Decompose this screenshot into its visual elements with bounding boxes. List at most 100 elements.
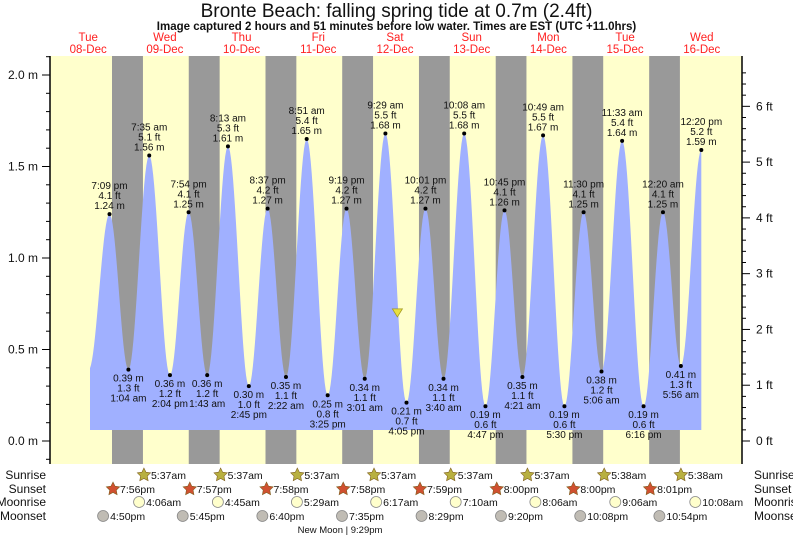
moonset-icon <box>415 510 428 522</box>
moonrise-time: 4:45am <box>225 497 260 509</box>
moonrise-time: 10:08am <box>702 497 743 509</box>
moonset-icon <box>653 510 666 522</box>
low-tide-ft: 1.0 ft <box>238 400 260 411</box>
high-tide-time: 11:33 am <box>602 108 643 119</box>
high-tide-point <box>107 212 112 217</box>
sunset-time: 8:00pm <box>580 484 615 496</box>
moonset-time: 6:40pm <box>269 511 304 523</box>
high-tide-time: 12:20 pm <box>680 117 722 128</box>
sunrise-icon <box>213 467 228 482</box>
moonset-row-label: Moonset <box>0 509 47 523</box>
moonset-icon <box>495 510 507 522</box>
low-tide-ft: 0.6 ft <box>632 420 654 431</box>
moonset-time: 7:35pm <box>349 511 384 523</box>
sunrise-time: 5:38am <box>688 470 723 482</box>
sunrise-time: 5:37am <box>304 470 339 482</box>
sunrise-icon <box>443 467 459 482</box>
high-tide-m: 1.26 m <box>489 197 520 208</box>
moonset-icon <box>176 510 189 522</box>
day-name: Wed <box>153 32 176 44</box>
day-name: Wed <box>690 32 713 44</box>
moonset-time: 9:20pm <box>508 511 543 523</box>
chart-subtitle: Image captured 2 hours and 51 minutes be… <box>156 21 637 33</box>
day-name: Mon <box>537 32 559 44</box>
high-tide-time: 8:51 am <box>289 106 325 117</box>
high-tide-time: 9:29 am <box>367 101 403 112</box>
high-tide-time: 8:37 pm <box>250 176 286 187</box>
low-tide-ft: 1.2 ft <box>196 389 218 400</box>
moonrise-icon <box>689 496 702 508</box>
high-tide-m: 1.25 m <box>173 199 204 210</box>
sunset-time: 7:58pm <box>350 484 385 496</box>
sunrise-time: 5:37am <box>534 470 569 482</box>
moonrise-icon <box>291 496 303 508</box>
day-date: 11-Dec <box>300 44 336 56</box>
high-tide-m: 1.25 m <box>648 199 679 210</box>
moonrise-time: 7:10am <box>463 497 498 509</box>
moonrise-row-label: Moonrise <box>0 495 46 509</box>
sunrise-row-label: Sunrise <box>5 468 46 482</box>
sunrise-icon <box>366 467 382 482</box>
high-tide-point <box>383 131 388 136</box>
high-tide-ft: 5.4 ft <box>611 118 633 129</box>
high-tide-time: 7:54 pm <box>171 179 207 190</box>
low-tide-m: 0.39 m <box>113 374 144 385</box>
moonset-icon <box>336 510 348 522</box>
moonrise-icon <box>133 496 146 508</box>
low-tide-time: 3:25 pm <box>310 419 346 430</box>
low-tide-point <box>483 404 488 409</box>
sunset-time: 7:58pm <box>274 484 309 496</box>
right-tick-label: 5 ft <box>756 155 773 169</box>
sunset-row-label: Sunset <box>9 482 47 496</box>
right-tick-label: 0 ft <box>756 434 773 448</box>
day-name: Fri <box>312 32 325 44</box>
moonrise-time: 9:06am <box>622 497 657 509</box>
low-tide-ft: 1.1 ft <box>432 393 454 404</box>
low-tide-time: 3:01 am <box>347 403 383 414</box>
high-tide-ft: 4.1 ft <box>493 187 515 198</box>
high-tide-point <box>581 210 586 215</box>
moon-phase-label: New Moon | 9:29pm <box>298 525 383 536</box>
low-tide-m: 0.25 m <box>312 399 343 410</box>
day-name: Tue <box>78 32 97 44</box>
low-tide-ft: 1.3 ft <box>117 384 139 395</box>
high-tide-time: 11:30 pm <box>563 179 604 190</box>
high-tide-point <box>541 133 546 138</box>
sunrise-time: 5:38am <box>611 470 646 482</box>
day-name: Tue <box>615 32 634 44</box>
low-tide-ft: 0.8 ft <box>317 409 339 420</box>
sunrise-time: 5:37am <box>151 470 186 482</box>
low-tide-point <box>404 400 409 405</box>
right-tick-label: 1 ft <box>756 378 773 392</box>
high-tide-m: 1.27 m <box>331 196 362 207</box>
low-tide-m: 0.21 m <box>391 407 422 418</box>
left-tick-label: 0.0 m <box>8 434 38 448</box>
high-tide-m: 1.68 m <box>370 121 401 132</box>
low-tide-time: 1:43 am <box>189 399 225 410</box>
right-tick-label: 6 ft <box>756 99 773 113</box>
moonrise-time: 4:06am <box>146 497 181 509</box>
low-tide-point <box>126 367 131 372</box>
day-date: 13-Dec <box>453 44 490 56</box>
low-tide-m: 0.19 m <box>628 410 659 421</box>
low-tide-ft: 0.6 ft <box>474 420 496 431</box>
sunset-icon <box>489 481 505 496</box>
day-date: 15-Dec <box>607 44 644 56</box>
high-tide-ft: 5.4 ft <box>296 116 318 127</box>
high-tide-m: 1.64 m <box>607 128 638 139</box>
high-tide-time: 9:19 pm <box>328 176 364 187</box>
low-tide-time: 4:21 am <box>504 401 540 412</box>
right-tick-label: 3 ft <box>756 267 773 281</box>
sunset-row-label-right: Sunset <box>754 482 792 496</box>
high-tide-m: 1.27 m <box>252 196 283 207</box>
high-tide-time: 8:13 am <box>210 113 246 124</box>
high-tide-point <box>344 206 349 211</box>
high-tide-point <box>620 138 625 143</box>
low-tide-ft: 1.1 ft <box>354 393 376 404</box>
sunset-icon <box>335 481 351 496</box>
low-tide-time: 5:56 am <box>663 390 699 401</box>
high-tide-m: 1.24 m <box>94 201 125 212</box>
sunset-time: 8:01pm <box>657 484 692 496</box>
moonrise-icon <box>529 496 542 508</box>
low-tide-point <box>246 384 251 389</box>
